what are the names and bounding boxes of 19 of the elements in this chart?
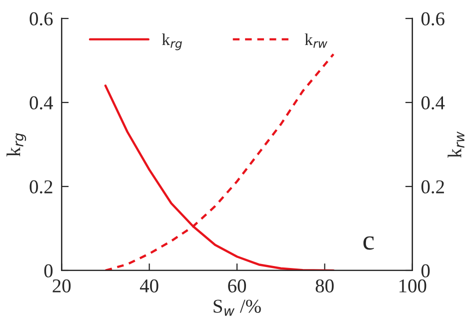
y2-tick-label: 0.4 [421,96,445,110]
x-tick-label: 80 [316,279,334,292]
x-tick-label: 100 [400,279,426,292]
y-tick-label: 0.2 [30,180,52,194]
x-tick-label: 40 [140,279,158,292]
y2-tick-label: 0.2 [421,180,444,194]
x-axis-title: S$_{w}$ /% [214,300,261,316]
y-tick-label: 0 [44,264,53,278]
x-tick-label: 20 [52,279,71,292]
legend-label: k$_{rw}$ [304,33,328,48]
y-tick-label: 0.6 [30,12,53,26]
y-tick-label: 0.4 [30,96,53,110]
y2-tick-label: 0.6 [421,12,444,26]
x-tick-label: 60 [228,279,246,292]
annotation: c [363,236,374,250]
y-axis-title: k$_{rg}$ [6,133,26,156]
legend-label: k$_{rg}$ [162,33,182,50]
y2-tick-label: 0 [421,264,430,278]
y2-axis-title: k$_{rw}$ [448,131,464,158]
